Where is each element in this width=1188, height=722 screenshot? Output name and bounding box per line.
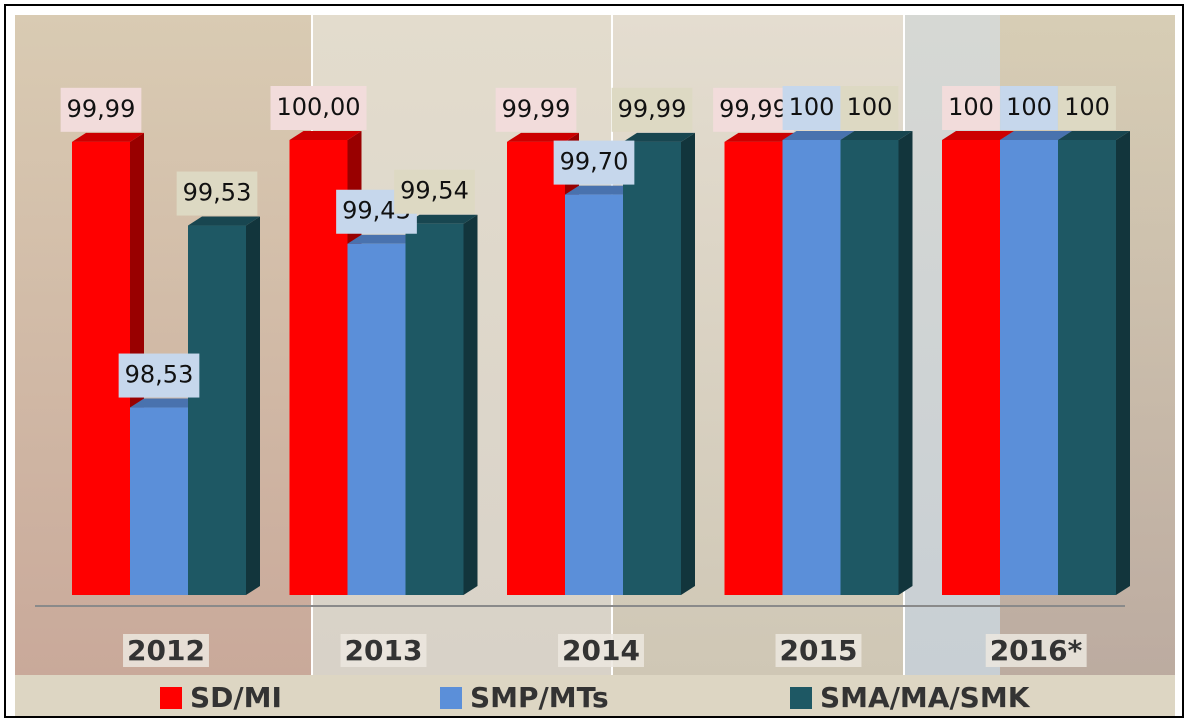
bar-side (1116, 131, 1130, 595)
data-label: 100 (789, 93, 835, 121)
data-label: 99,99 (67, 95, 136, 123)
bar (783, 140, 841, 595)
legend-swatch (440, 687, 462, 709)
bar (1058, 140, 1116, 595)
chart: 2012 2013 2014 2015 2016* 99,99 98,53 99,53 100,… (0, 0, 1188, 722)
bar (623, 142, 681, 595)
x-tick-label: 2013 (345, 634, 423, 667)
legend-swatch (160, 687, 182, 709)
legend-swatch (790, 687, 812, 709)
data-label: 100 (1006, 93, 1052, 121)
x-tick-label: 2015 (780, 634, 858, 667)
bar-side (464, 215, 478, 595)
legend-label: SD/MI (190, 681, 282, 714)
data-label: 100,00 (277, 93, 361, 121)
bar (1000, 140, 1058, 595)
plot: 2012 2013 2014 2015 2016* 99,99 98,53 99,53 100,… (61, 86, 1130, 667)
data-label: 100 (948, 93, 994, 121)
bar (565, 195, 623, 595)
data-label: 98,53 (125, 361, 194, 389)
bar-side (899, 131, 913, 595)
data-label: 100 (847, 93, 893, 121)
data-label: 99,53 (183, 179, 252, 207)
bar (725, 142, 783, 595)
data-label: 99,99 (502, 95, 571, 123)
bar (188, 226, 246, 595)
legend-label: SMA/MA/SMK (820, 681, 1031, 714)
data-label: 99,54 (400, 177, 469, 205)
legend-label: SMP/MTs (470, 681, 609, 714)
bar (942, 140, 1000, 595)
bar (507, 142, 565, 595)
x-tick-label: 2014 (562, 634, 640, 667)
bar (130, 408, 188, 595)
bar (348, 244, 406, 595)
data-label: 99,70 (560, 148, 629, 176)
x-tick-label: 2016* (990, 634, 1083, 667)
bar-side (246, 217, 260, 595)
bar-side (681, 133, 695, 595)
data-label: 100 (1064, 93, 1110, 121)
bar (841, 140, 899, 595)
data-label: 99,99 (618, 95, 687, 123)
x-tick-label: 2012 (127, 634, 205, 667)
data-label: 99,99 (719, 95, 788, 123)
bar (406, 224, 464, 595)
